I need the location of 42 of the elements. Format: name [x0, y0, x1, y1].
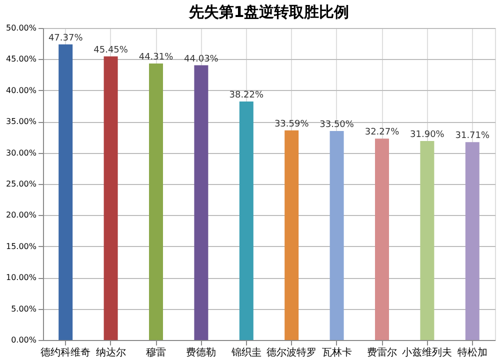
x-tick-label: 费德勒: [186, 346, 216, 358]
y-tick-label: 45.00%: [6, 54, 37, 64]
x-tick-label: 德尔波特罗: [266, 346, 317, 358]
data-label: 31.90%: [410, 130, 445, 140]
bar: [375, 138, 389, 340]
y-tick-label: 35.00%: [6, 117, 37, 126]
bar: [239, 102, 254, 340]
y-tick-label: 20.00%: [6, 210, 37, 220]
x-tick-label: 锦织圭: [230, 346, 262, 358]
bar: [330, 130, 344, 340]
y-tick-label: 50.00%: [6, 24, 37, 32]
y-tick-label: 5.00%: [11, 304, 37, 314]
x-tick-label: 德约科维奇: [40, 346, 91, 358]
data-label: 44.03%: [184, 54, 219, 64]
bar: [284, 130, 299, 340]
bar: [420, 140, 434, 340]
data-label: 31.71%: [455, 131, 490, 142]
x-tick-label: 费雷尔: [367, 346, 397, 358]
y-tick-label: 0.00%: [11, 336, 37, 344]
x-tick-label: 瓦林卡: [322, 346, 352, 358]
x-tick-label: 特松加: [457, 346, 488, 358]
bar: [465, 142, 480, 340]
data-label: 33.50%: [320, 120, 354, 130]
chart-title: 先失第1盘逆转取胜比例: [188, 3, 350, 21]
y-tick-label: 40.00%: [6, 86, 37, 95]
x-tick-label: 纳达尔: [96, 346, 126, 358]
y-tick-label: 30.00%: [6, 148, 37, 158]
data-label: 44.31%: [138, 52, 174, 63]
bar: [149, 64, 163, 340]
y-tick-label: 10.00%: [6, 273, 37, 282]
data-label: 45.45%: [94, 45, 128, 56]
bar: [58, 44, 73, 340]
y-tick-label: 15.00%: [6, 242, 37, 251]
y-tick-label: 25.00%: [6, 180, 37, 188]
data-label: 33.59%: [274, 119, 310, 130]
x-tick-label: 穆雷: [146, 346, 166, 358]
data-label: 32.27%: [364, 128, 400, 138]
bar: [194, 65, 208, 340]
x-tick-label: 小兹维列夫: [402, 346, 452, 358]
data-label: 38.22%: [229, 90, 264, 101]
data-label: 47.37%: [48, 33, 84, 44]
bar: [104, 56, 118, 340]
